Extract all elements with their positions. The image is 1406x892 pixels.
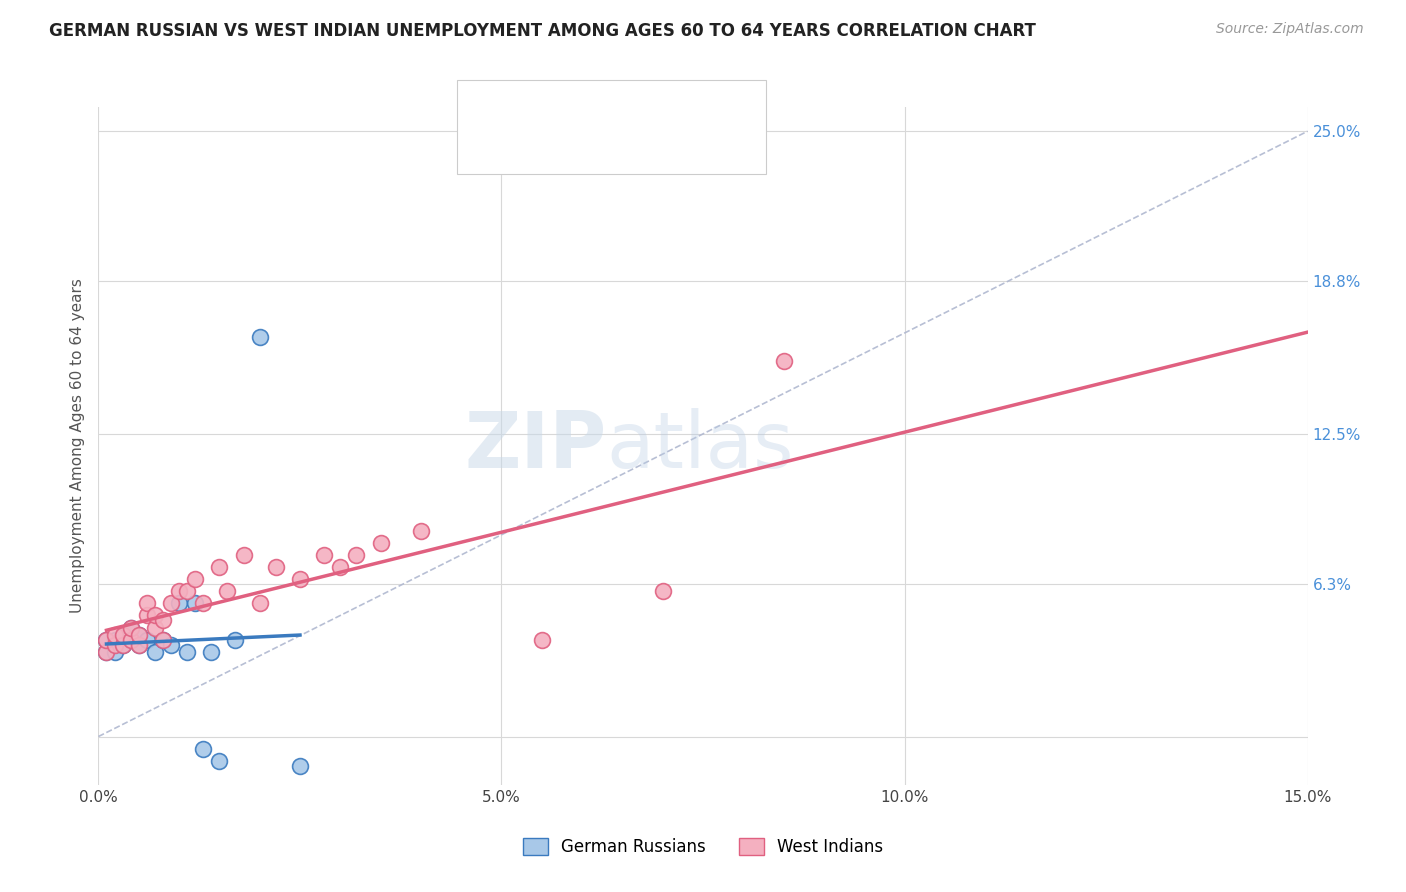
- Text: 17: 17: [650, 98, 675, 116]
- Point: [208, 754, 231, 768]
- Point: [160, 638, 183, 652]
- Point: [651, 584, 673, 599]
- Point: [96, 632, 118, 647]
- Point: [167, 596, 190, 610]
- Point: [96, 645, 118, 659]
- Point: [772, 354, 794, 368]
- Point: [184, 572, 207, 586]
- Point: [167, 584, 190, 599]
- Point: [103, 638, 125, 652]
- Point: [193, 741, 215, 756]
- Point: [314, 548, 336, 562]
- Point: [143, 645, 166, 659]
- Point: [120, 632, 142, 647]
- Text: atlas: atlas: [606, 408, 794, 484]
- Point: [111, 638, 134, 652]
- Point: [176, 584, 198, 599]
- Point: [288, 758, 311, 772]
- Point: [128, 628, 150, 642]
- Point: [232, 548, 254, 562]
- Text: N =: N =: [599, 98, 657, 116]
- Point: [128, 638, 150, 652]
- Point: [103, 628, 125, 642]
- Point: [152, 613, 174, 627]
- Point: [176, 645, 198, 659]
- Point: [120, 621, 142, 635]
- Point: [249, 596, 271, 610]
- Point: [217, 584, 239, 599]
- Point: [208, 560, 231, 574]
- Point: [370, 536, 392, 550]
- Point: [143, 608, 166, 623]
- Y-axis label: Unemployment Among Ages 60 to 64 years: Unemployment Among Ages 60 to 64 years: [69, 278, 84, 614]
- Point: [160, 596, 183, 610]
- Point: [103, 645, 125, 659]
- Point: [96, 632, 118, 647]
- Text: GERMAN RUSSIAN VS WEST INDIAN UNEMPLOYMENT AMONG AGES 60 TO 64 YEARS CORRELATION: GERMAN RUSSIAN VS WEST INDIAN UNEMPLOYME…: [49, 22, 1036, 40]
- Point: [152, 632, 174, 647]
- Point: [128, 638, 150, 652]
- Point: [200, 645, 222, 659]
- Point: [249, 330, 271, 344]
- Point: [120, 621, 142, 635]
- Point: [409, 524, 432, 538]
- Point: [111, 628, 134, 642]
- Point: [135, 632, 157, 647]
- Point: [143, 621, 166, 635]
- Point: [135, 608, 157, 623]
- Text: 35: 35: [650, 134, 675, 152]
- Point: [120, 632, 142, 647]
- Text: 0.288: 0.288: [557, 98, 614, 116]
- Text: R =: R =: [515, 134, 554, 152]
- Legend: German Russians, West Indians: German Russians, West Indians: [515, 830, 891, 864]
- Point: [128, 628, 150, 642]
- Text: N =: N =: [599, 134, 657, 152]
- Point: [96, 645, 118, 659]
- Point: [111, 628, 134, 642]
- Point: [103, 632, 125, 647]
- Point: [135, 596, 157, 610]
- Point: [224, 632, 246, 647]
- Point: [288, 572, 311, 586]
- Point: [184, 596, 207, 610]
- Point: [111, 638, 134, 652]
- Point: [329, 560, 352, 574]
- Point: [193, 596, 215, 610]
- Point: [344, 548, 367, 562]
- Text: 0.363: 0.363: [557, 134, 613, 152]
- Text: ZIP: ZIP: [464, 408, 606, 484]
- Text: R =: R =: [515, 98, 554, 116]
- Point: [530, 632, 553, 647]
- Point: [264, 560, 287, 574]
- Text: Source: ZipAtlas.com: Source: ZipAtlas.com: [1216, 22, 1364, 37]
- Point: [152, 632, 174, 647]
